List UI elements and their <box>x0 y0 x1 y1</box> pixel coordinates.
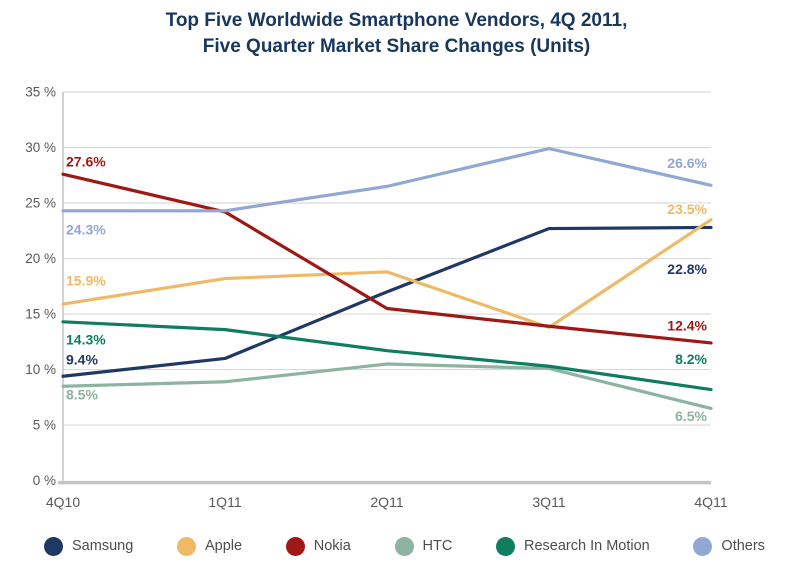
legend-label-others: Others <box>721 538 765 554</box>
y-tick-label-5: 5 % <box>33 418 56 433</box>
x-tick-label-4Q11: 4Q11 <box>694 494 727 510</box>
series-first-label-htc: 8.5% <box>66 387 98 403</box>
chart-title-line2: Five Quarter Market Share Changes (Units… <box>202 36 591 57</box>
series-line-research-in-motion <box>61 320 713 392</box>
market-share-line-chart: 35 % 30 % 25 % 20 % 15 % 10 % 5 % 0 % 4Q10 1Q11 2Q… <box>25 85 728 511</box>
legend-swatch-research-in-motion <box>496 536 515 556</box>
legend-label-htc: HTC <box>422 538 453 554</box>
series-last-label-apple: 23.5% <box>667 201 707 217</box>
series-line-apple <box>61 218 713 329</box>
legend-item-htc: HTC <box>394 536 453 556</box>
legend-item-research-in-motion: Research In Motion <box>496 536 650 556</box>
y-tick-label-25: 25 % <box>25 196 56 211</box>
x-tick-label-3Q11: 3Q11 <box>532 494 565 510</box>
chart-legend: Samsung Apple Nokia HTC Research In Motion Ot… <box>44 531 765 561</box>
legend-swatch-nokia <box>285 536 305 556</box>
series-first-label-research-in-motion: 14.3% <box>66 331 106 347</box>
x-tick-label-4Q10: 4Q10 <box>46 494 80 510</box>
series-first-label-nokia: 27.6% <box>66 154 106 170</box>
series-last-label-samsung: 22.8% <box>667 261 707 277</box>
y-tick-label-0: 0 % <box>33 473 56 488</box>
series-line-nokia <box>61 172 713 345</box>
series-last-label-research-in-motion: 8.2% <box>675 351 707 367</box>
series-first-label-samsung: 9.4% <box>66 352 98 368</box>
legend-item-samsung: Samsung <box>44 536 134 556</box>
legend-label-nokia: Nokia <box>313 538 351 554</box>
legend-item-nokia: Nokia <box>285 536 351 556</box>
legend-swatch-others <box>693 536 713 556</box>
series-line-others <box>61 147 713 213</box>
y-tick-label-15: 15 % <box>25 307 56 322</box>
series-last-label-nokia: 12.4% <box>667 317 707 333</box>
series-line-htc <box>61 362 713 411</box>
chart-title: Top Five Worldwide Smartphone Vendors, 4… <box>0 8 793 60</box>
series-first-label-apple: 15.9% <box>66 273 106 289</box>
legend-label-samsung: Samsung <box>72 538 134 554</box>
y-tick-label-30: 30 % <box>25 140 56 155</box>
legend-swatch-apple <box>176 536 196 556</box>
legend-swatch-htc <box>394 536 414 556</box>
y-tick-label-20: 20 % <box>25 251 56 266</box>
series-first-label-others: 24.3% <box>66 221 106 237</box>
y-tick-label-10: 10 % <box>25 362 56 377</box>
y-tick-label-35: 35 % <box>25 85 56 100</box>
series-line-samsung <box>61 225 713 378</box>
legend-item-others: Others <box>693 536 765 556</box>
legend-label-apple: Apple <box>204 538 243 554</box>
legend-item-apple: Apple <box>176 536 243 556</box>
chart-title-line1: Top Five Worldwide Smartphone Vendors, 4… <box>165 10 628 31</box>
legend-label-research-in-motion: Research In Motion <box>524 538 650 554</box>
series-last-label-others: 26.6% <box>667 155 707 171</box>
series-last-label-htc: 6.5% <box>675 408 707 424</box>
x-tick-label-2Q11: 2Q11 <box>370 494 403 510</box>
legend-swatch-samsung <box>44 536 63 556</box>
x-tick-label-1Q11: 1Q11 <box>208 494 241 510</box>
